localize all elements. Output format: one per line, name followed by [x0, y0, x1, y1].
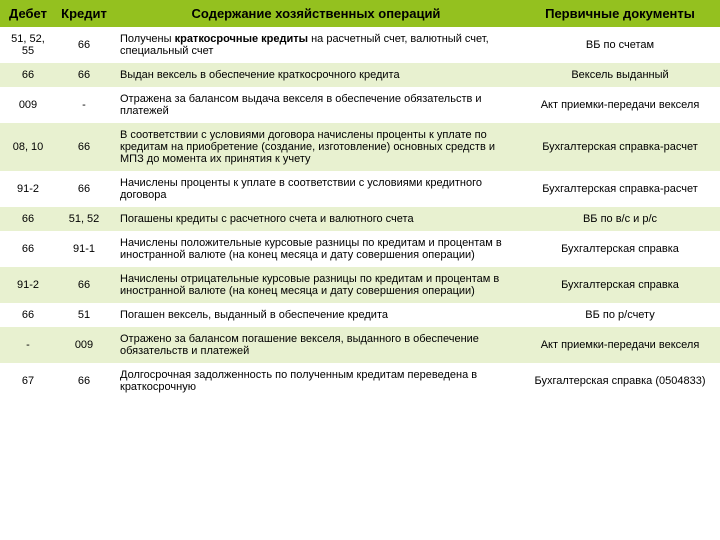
col-header-docs: Первичные документы: [520, 0, 720, 27]
table-row: 6691-1Начислены положительные курсовые р…: [0, 231, 720, 267]
col-header-debit: Дебет: [0, 0, 56, 27]
cell-credit: 51, 52: [56, 207, 112, 231]
cell-debit: 66: [0, 63, 56, 87]
table-row: 91-266Начислены отрицательные курсовые р…: [0, 267, 720, 303]
cell-debit: -: [0, 327, 56, 363]
cell-documents: ВБ по счетам: [520, 27, 720, 63]
cell-documents: Бухгалтерская справка: [520, 231, 720, 267]
col-header-credit: Кредит: [56, 0, 112, 27]
cell-documents: Бухгалтерская справка-расчет: [520, 123, 720, 171]
cell-credit: 91-1: [56, 231, 112, 267]
cell-credit: 66: [56, 63, 112, 87]
table-row: 08, 1066В соответствии с условиями догов…: [0, 123, 720, 171]
cell-documents: Бухгалтерская справка: [520, 267, 720, 303]
col-header-desc: Содержание хозяйственных операций: [112, 0, 520, 27]
cell-credit: 51: [56, 303, 112, 327]
cell-debit: 51, 52, 55: [0, 27, 56, 63]
table-row: 6666Выдан вексель в обеспечение краткоср…: [0, 63, 720, 87]
cell-debit: 08, 10: [0, 123, 56, 171]
cell-credit: 66: [56, 363, 112, 399]
cell-description: Отражена за балансом выдача векселя в об…: [112, 87, 520, 123]
cell-debit: 66: [0, 303, 56, 327]
table-row: 51, 52, 5566Получены краткосрочные креди…: [0, 27, 720, 63]
cell-description: В соответствии с условиями договора начи…: [112, 123, 520, 171]
cell-description: Начислены проценты к уплате в соответств…: [112, 171, 520, 207]
cell-credit: 009: [56, 327, 112, 363]
cell-documents: Бухгалтерская справка (0504833): [520, 363, 720, 399]
table-row: 91-266Начислены проценты к уплате в соот…: [0, 171, 720, 207]
cell-description: Погашен вексель, выданный в обеспечение …: [112, 303, 520, 327]
table-row: 6651Погашен вексель, выданный в обеспече…: [0, 303, 720, 327]
accounting-entries-table: Дебет Кредит Содержание хозяйственных оп…: [0, 0, 720, 399]
cell-debit: 91-2: [0, 171, 56, 207]
cell-debit: 91-2: [0, 267, 56, 303]
cell-documents: Бухгалтерская справка-расчет: [520, 171, 720, 207]
cell-debit: 66: [0, 207, 56, 231]
cell-description: Начислены отрицательные курсовые разницы…: [112, 267, 520, 303]
cell-credit: 66: [56, 171, 112, 207]
table-header-row: Дебет Кредит Содержание хозяйственных оп…: [0, 0, 720, 27]
cell-debit: 67: [0, 363, 56, 399]
cell-documents: ВБ по р/счету: [520, 303, 720, 327]
cell-documents: Акт приемки-передачи векселя: [520, 327, 720, 363]
cell-credit: 66: [56, 123, 112, 171]
cell-documents: Акт приемки-передачи векселя: [520, 87, 720, 123]
cell-description: Отражено за балансом погашение векселя, …: [112, 327, 520, 363]
table-row: -009Отражено за балансом погашение вексе…: [0, 327, 720, 363]
table-row: 6651, 52Погашены кредиты с расчетного сч…: [0, 207, 720, 231]
cell-debit: 009: [0, 87, 56, 123]
cell-documents: ВБ по в/с и р/с: [520, 207, 720, 231]
cell-description: Долгосрочная задолженность по полученным…: [112, 363, 520, 399]
cell-description: Получены краткосрочные кредиты на расчет…: [112, 27, 520, 63]
cell-credit: 66: [56, 27, 112, 63]
table-row: 6766Долгосрочная задолженность по получе…: [0, 363, 720, 399]
cell-description: Начислены положительные курсовые разницы…: [112, 231, 520, 267]
cell-credit: -: [56, 87, 112, 123]
cell-description: Погашены кредиты с расчетного счета и ва…: [112, 207, 520, 231]
cell-credit: 66: [56, 267, 112, 303]
cell-description: Выдан вексель в обеспечение краткосрочно…: [112, 63, 520, 87]
table-row: 009-Отражена за балансом выдача векселя …: [0, 87, 720, 123]
cell-debit: 66: [0, 231, 56, 267]
cell-documents: Вексель выданный: [520, 63, 720, 87]
